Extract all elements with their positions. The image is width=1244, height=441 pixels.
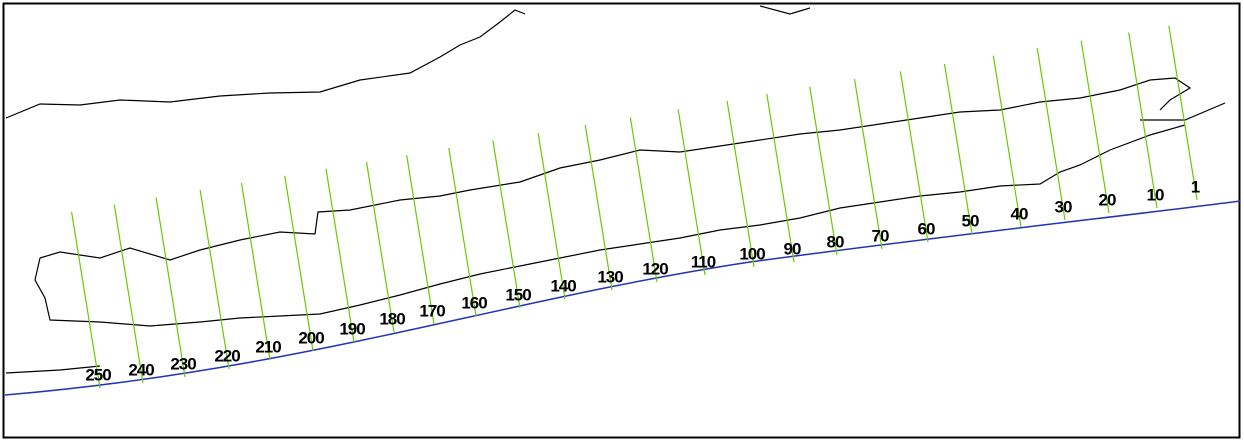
transect-label: 1 bbox=[1191, 177, 1200, 196]
mainland-shore bbox=[5, 5, 811, 119]
baseline bbox=[4, 200, 1241, 396]
transect-label: 20 bbox=[1099, 190, 1116, 209]
transect bbox=[584, 124, 613, 291]
transect bbox=[1128, 32, 1158, 209]
transect-label: 70 bbox=[872, 226, 889, 245]
transect bbox=[899, 71, 929, 243]
transect bbox=[284, 175, 314, 352]
transect bbox=[1168, 25, 1198, 201]
mainland-south-shore bbox=[5, 365, 101, 374]
transect bbox=[766, 94, 795, 263]
transect-label: 130 bbox=[597, 267, 623, 286]
transect-label: 100 bbox=[739, 244, 765, 263]
transect-label: 160 bbox=[461, 293, 487, 312]
transect-label: 180 bbox=[379, 309, 405, 328]
transect-label: 200 bbox=[298, 328, 324, 347]
transect bbox=[70, 211, 101, 389]
transect-label: 40 bbox=[1011, 204, 1028, 223]
transect-label: 50 bbox=[962, 211, 979, 230]
transect-label: 10 bbox=[1147, 185, 1164, 204]
transect-label: 120 bbox=[642, 259, 668, 278]
transect-layer: 1102030405060708090100110120130140150160… bbox=[70, 25, 1201, 389]
transect-label: 80 bbox=[827, 232, 844, 251]
barrier-island-north bbox=[39, 77, 1226, 261]
transect-label: 220 bbox=[214, 346, 240, 365]
transect-label: 150 bbox=[505, 285, 531, 304]
transect bbox=[325, 168, 355, 343]
transect-label: 140 bbox=[550, 276, 576, 295]
transect bbox=[240, 182, 271, 361]
transect bbox=[809, 86, 838, 256]
transect bbox=[629, 117, 658, 283]
transect-label: 240 bbox=[128, 360, 154, 379]
transect-label: 60 bbox=[918, 219, 935, 238]
transect bbox=[677, 109, 706, 276]
transect bbox=[1036, 48, 1066, 221]
transect bbox=[853, 79, 883, 250]
transect-label: 170 bbox=[419, 301, 445, 320]
transect bbox=[155, 197, 186, 378]
transect-label: 110 bbox=[691, 252, 716, 271]
transect bbox=[406, 155, 435, 325]
transect bbox=[199, 189, 230, 370]
transect-label: 210 bbox=[255, 337, 281, 356]
transect-label: 250 bbox=[85, 365, 111, 384]
transect bbox=[726, 100, 755, 268]
transect bbox=[492, 140, 521, 309]
barrier-island-south bbox=[34, 124, 1186, 327]
transect bbox=[113, 204, 144, 384]
transect bbox=[448, 147, 477, 317]
transect bbox=[992, 55, 1022, 228]
transect bbox=[1080, 40, 1110, 214]
transect bbox=[943, 63, 973, 235]
transect-label: 30 bbox=[1055, 197, 1072, 216]
transect bbox=[537, 132, 566, 300]
transect-label: 230 bbox=[170, 354, 196, 373]
transect-label: 190 bbox=[339, 319, 365, 338]
transect-label: 90 bbox=[784, 239, 801, 258]
transect bbox=[365, 161, 395, 333]
